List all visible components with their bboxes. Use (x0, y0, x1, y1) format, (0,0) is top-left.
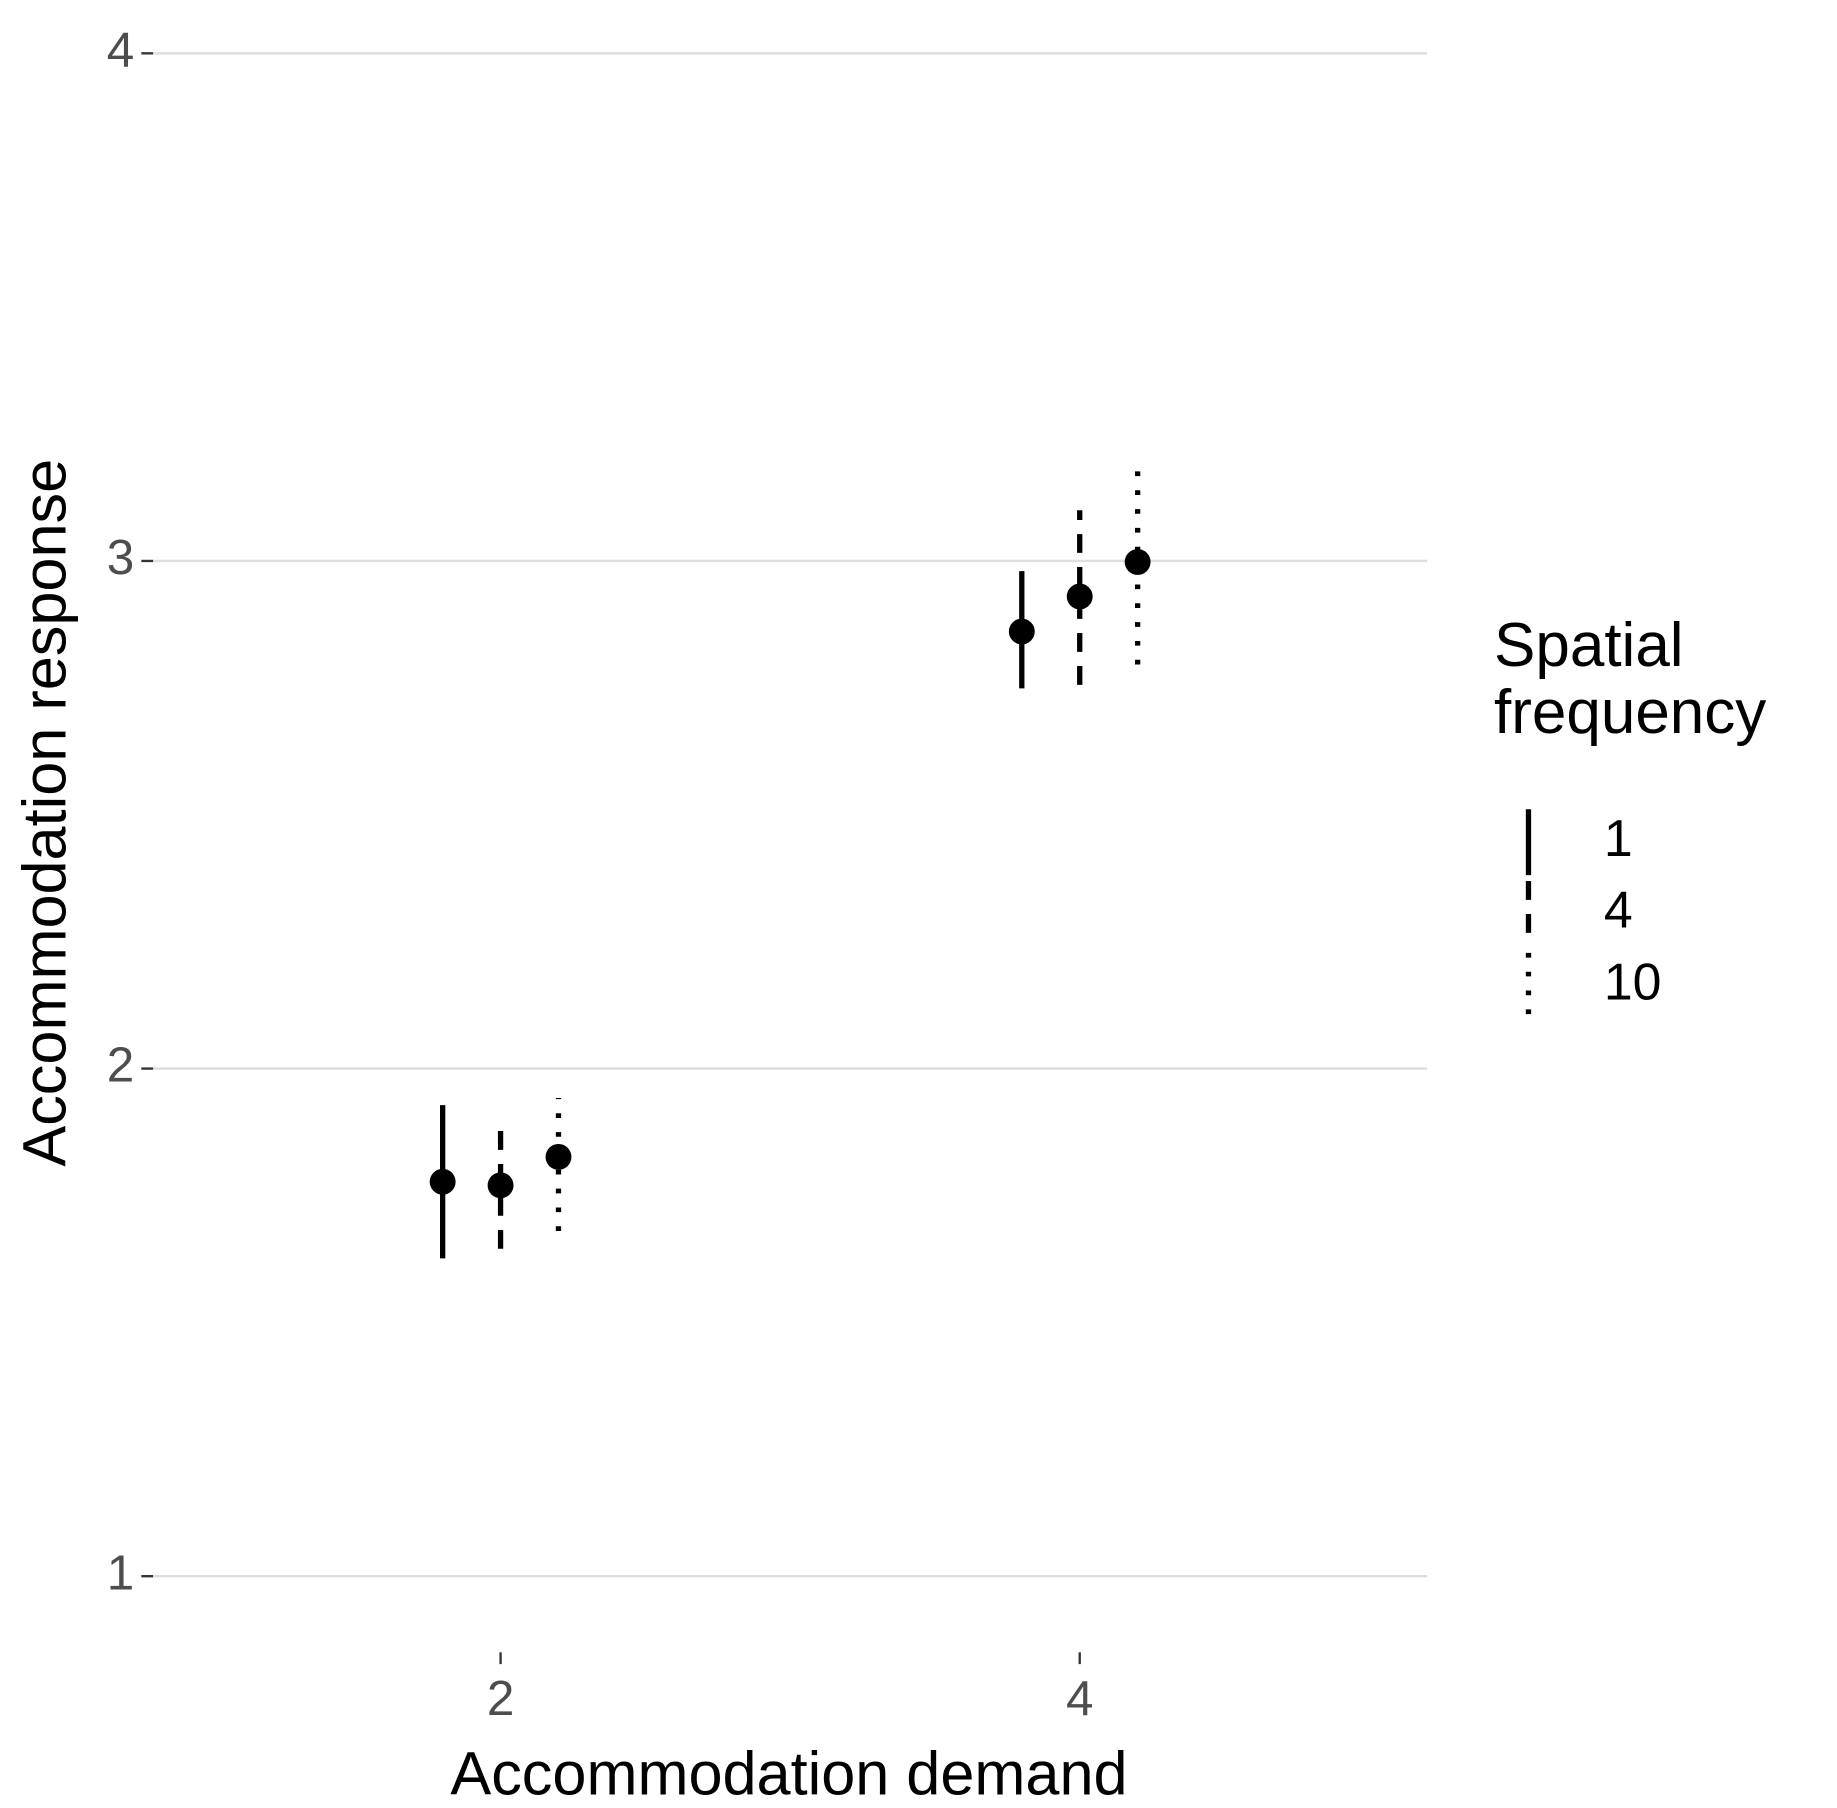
y-tick-label: 2 (107, 1038, 135, 1093)
legend-label: 1 (1604, 809, 1633, 867)
x-axis-title: Accommodation demand (450, 1740, 1127, 1808)
point (487, 1172, 514, 1199)
x-tick-label: 2 (487, 1671, 515, 1726)
legend-title: Spatial frequency (1494, 611, 1767, 747)
legend-label: 10 (1604, 953, 1662, 1011)
point (1008, 618, 1035, 645)
y-tick-label: 4 (107, 22, 135, 77)
x-tick-label: 4 (1066, 1671, 1094, 1726)
y-axis-title: Accommodation response (11, 459, 79, 1167)
legend-label: 4 (1604, 881, 1633, 939)
y-tick-label: 1 (107, 1545, 135, 1600)
point (429, 1168, 456, 1195)
point (1066, 583, 1093, 610)
y-tick-label: 3 (107, 530, 135, 585)
point (1124, 549, 1151, 575)
point (545, 1143, 572, 1170)
